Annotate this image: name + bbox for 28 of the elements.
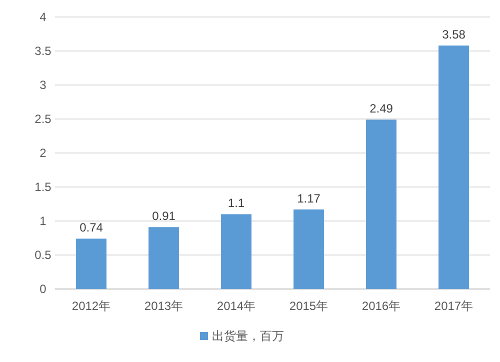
data-label: 2.49 (370, 102, 394, 116)
bar (221, 214, 252, 289)
bar (438, 46, 469, 289)
x-tick-label: 2016年 (362, 299, 401, 313)
bar (76, 238, 106, 289)
legend-label: 出货量，百万 (212, 329, 284, 343)
y-tick-label: 4 (40, 10, 47, 24)
x-tick-label: 2014年 (216, 299, 256, 313)
y-tick-label: 1 (40, 214, 47, 228)
data-label: 3.58 (442, 28, 466, 42)
x-tick-label: 2015年 (289, 299, 328, 313)
bar (148, 227, 179, 289)
y-tick-label: 2 (40, 146, 47, 160)
data-label: 0.74 (80, 220, 104, 235)
bar (366, 120, 396, 289)
bar (294, 209, 324, 289)
y-tick-label: 3.5 (34, 44, 52, 58)
x-tick-label: 2013年 (144, 299, 184, 313)
y-tick-label: 0.5 (34, 248, 52, 262)
x-tick-label: 2017年 (434, 299, 474, 313)
y-tick-label: 0 (40, 282, 47, 296)
x-tick-label: 2012年 (72, 299, 111, 313)
y-tick-label: 1.5 (34, 180, 52, 194)
data-label: 0.91 (152, 209, 176, 224)
data-label: 1.1 (228, 196, 245, 210)
data-label: 1.17 (297, 191, 321, 206)
y-tick-label: 2.5 (34, 112, 52, 126)
y-tick-label: 3 (40, 78, 47, 92)
